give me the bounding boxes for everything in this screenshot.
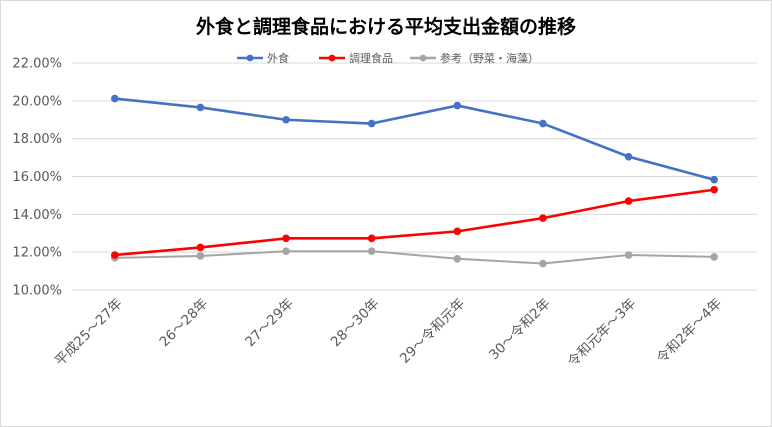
legend: 外食 調理食品 参考（野菜・海藻） xyxy=(237,51,539,65)
x-tick-label: 29～令和元年 xyxy=(397,296,468,367)
y-tick-label: 20.00% xyxy=(12,94,62,109)
legend-swatch-marker xyxy=(419,54,427,62)
data-point xyxy=(282,115,290,124)
legend-label: 外食 xyxy=(267,51,289,65)
data-point xyxy=(453,227,462,236)
gridlines xyxy=(72,62,757,291)
x-tick-label: 平成25～27年 xyxy=(52,296,126,370)
data-point xyxy=(111,251,119,259)
series-line xyxy=(114,250,715,265)
legend-swatch-marker xyxy=(328,54,336,62)
data-point xyxy=(111,94,119,103)
legend-label: 調理食品 xyxy=(349,51,393,65)
data-point xyxy=(367,234,376,243)
data-point xyxy=(710,185,718,194)
data-point xyxy=(282,247,290,256)
data-point xyxy=(624,152,633,161)
y-tick-label: 22.00% xyxy=(12,57,62,72)
data-point xyxy=(539,214,547,222)
y-tick-label: 18.00% xyxy=(12,132,62,147)
data-point xyxy=(710,253,718,261)
data-point xyxy=(196,103,205,112)
data-point xyxy=(453,101,462,110)
chart-title: 外食と調理食品における平均支出金額の推移 xyxy=(195,16,576,38)
x-tick-label: 令和2年～4年 xyxy=(654,296,725,367)
y-tick-label: 10.00% xyxy=(12,284,62,299)
data-point xyxy=(196,252,205,260)
series-line xyxy=(114,188,715,257)
x-tick-label: 令和元年～3年 xyxy=(565,296,640,371)
y-tick-label: 14.00% xyxy=(12,208,62,223)
series-line xyxy=(114,97,715,181)
data-point xyxy=(367,247,376,256)
data-point xyxy=(710,175,718,184)
data-point xyxy=(624,197,633,205)
x-tick-label: 26～28年 xyxy=(157,296,212,351)
x-axis: 平成25～27年 26～28年 27～29年 28～30年 29～令和元年 30～令和2年… xyxy=(52,296,725,371)
data-point xyxy=(624,251,633,259)
x-tick-label: 27～29年 xyxy=(242,296,297,351)
y-axis: 10.00% 12.00% 14.00% 16.00% 18.00% 20.00% 22.0… xyxy=(12,57,62,299)
data-point xyxy=(196,243,205,252)
data-point xyxy=(453,254,462,263)
y-tick-label: 12.00% xyxy=(12,246,62,261)
data-point xyxy=(282,234,290,243)
data-point xyxy=(367,119,376,128)
data-point xyxy=(539,259,547,268)
legend-swatch-marker xyxy=(246,54,254,62)
x-tick-label: 28～30年 xyxy=(328,296,383,351)
y-tick-label: 16.00% xyxy=(12,170,62,185)
data-point xyxy=(539,119,547,128)
x-tick-label: 30～令和2年 xyxy=(486,296,554,364)
legend-label: 参考（野菜・海藻） xyxy=(440,51,539,65)
series-layer xyxy=(111,94,718,268)
